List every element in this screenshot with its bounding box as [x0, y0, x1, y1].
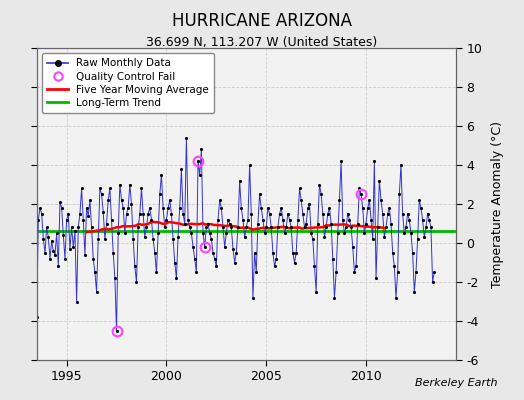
- Text: HURRICANE ARIZONA: HURRICANE ARIZONA: [172, 12, 352, 30]
- Legend: Raw Monthly Data, Quality Control Fail, Five Year Moving Average, Long-Term Tren: Raw Monthly Data, Quality Control Fail, …: [42, 53, 214, 113]
- Y-axis label: Temperature Anomaly (°C): Temperature Anomaly (°C): [490, 120, 504, 288]
- Text: 36.699 N, 113.207 W (United States): 36.699 N, 113.207 W (United States): [146, 36, 378, 49]
- Text: Berkeley Earth: Berkeley Earth: [416, 378, 498, 388]
